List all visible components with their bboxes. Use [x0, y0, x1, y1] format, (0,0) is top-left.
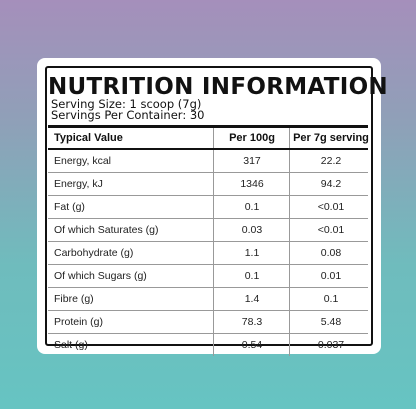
- value-per-100g: 0.1: [244, 270, 260, 282]
- table-row: Fat (g) 0.1 <0.01: [48, 195, 368, 218]
- value-per-100g: 1346: [240, 178, 264, 190]
- value-per-100g: 1.1: [244, 247, 260, 259]
- servings-per-container: Servings Per Container: 30: [51, 108, 205, 122]
- table-row: Energy, kJ 1346 94.2: [48, 172, 368, 195]
- table-row: Salt (g) 0.54 0.037: [48, 333, 368, 356]
- table-row: Fibre (g) 1.4 0.1: [48, 287, 368, 310]
- header-per-serving: Per 7g serving: [293, 132, 369, 144]
- nutrient-name: Energy, kJ: [54, 178, 103, 190]
- serving-size: Serving Size: 1 scoop (7g): [51, 97, 202, 111]
- nutrient-name: Salt (g): [54, 339, 88, 351]
- value-per-serving: 0.037: [317, 339, 345, 351]
- value-per-serving: <0.01: [317, 224, 345, 236]
- table-row: Protein (g) 78.3 5.48: [48, 310, 368, 333]
- table-row: Of which Sugars (g) 0.1 0.01: [48, 264, 368, 287]
- column-divider: [289, 125, 290, 356]
- value-per-100g: 0.1: [244, 201, 260, 213]
- table-header-row: Typical Value Per 100g Per 7g serving: [48, 125, 369, 150]
- value-per-100g: 78.3: [241, 316, 263, 328]
- nutrient-name: Energy, kcal: [54, 155, 111, 167]
- value-per-100g: 0.54: [241, 339, 263, 351]
- label-border: [45, 66, 373, 346]
- nutrient-name: Of which Sugars (g): [54, 270, 147, 282]
- value-per-serving: 22.2: [320, 155, 342, 167]
- header-per-100g: Per 100g: [229, 132, 275, 144]
- value-per-serving: <0.01: [317, 201, 345, 213]
- nutrient-name: Fat (g): [54, 201, 85, 213]
- table-row: Of which Saturates (g) 0.03 <0.01: [48, 218, 368, 241]
- nutrition-label: NUTRITION INFORMATION Serving Size: 1 sc…: [37, 58, 388, 356]
- nutrient-name: Of which Saturates (g): [54, 224, 159, 236]
- header-typical-value: Typical Value: [54, 132, 123, 144]
- value-per-serving: 0.08: [320, 247, 342, 259]
- value-per-serving: 0.01: [320, 270, 342, 282]
- value-per-serving: 5.48: [320, 316, 342, 328]
- nutrition-table: Typical Value Per 100g Per 7g serving En…: [48, 125, 369, 356]
- nutrient-name: Protein (g): [54, 316, 104, 328]
- value-per-serving: 0.1: [323, 293, 339, 305]
- label-title: NUTRITION INFORMATION: [48, 74, 388, 100]
- value-per-100g: 1.4: [244, 293, 260, 305]
- nutrient-name: Fibre (g): [54, 293, 94, 305]
- value-per-serving: 94.2: [320, 178, 342, 190]
- nutrient-name: Carbohydrate (g): [54, 247, 134, 259]
- value-per-100g: 0.03: [241, 224, 263, 236]
- table-row: Carbohydrate (g) 1.1 0.08: [48, 241, 368, 264]
- column-divider: [213, 125, 214, 356]
- value-per-100g: 317: [243, 155, 261, 167]
- table-row: Energy, kcal 317 22.2: [48, 150, 368, 172]
